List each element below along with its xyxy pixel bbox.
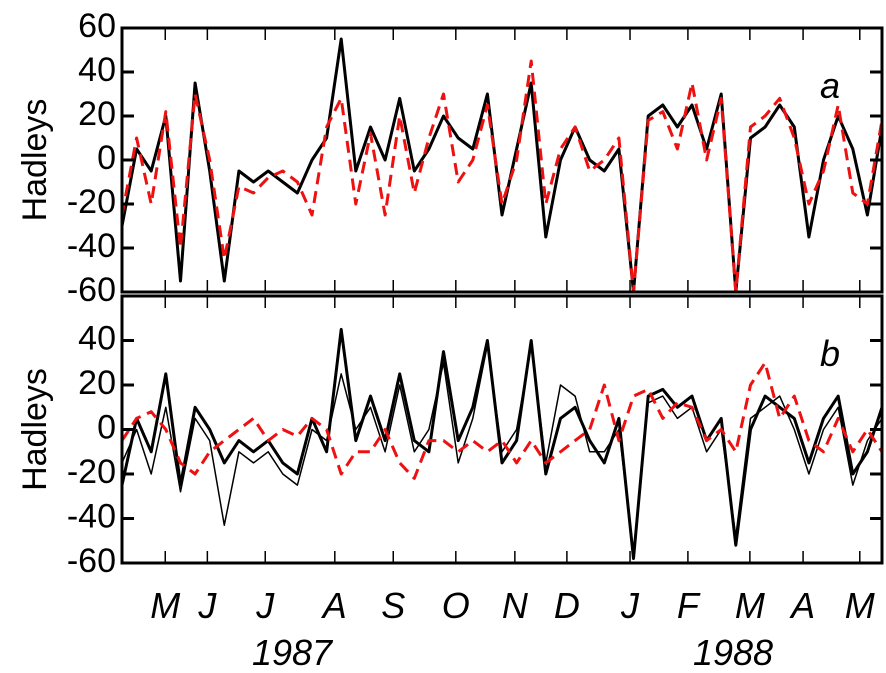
year-label: 1988 <box>693 632 773 673</box>
x-tick-label: M <box>735 585 765 626</box>
data-line <box>122 344 882 553</box>
y-tick-label: 20 <box>78 95 116 133</box>
panel-label: b <box>820 333 840 374</box>
x-tick-label: F <box>677 585 701 626</box>
x-tick-label: J <box>197 585 217 626</box>
y-tick-label: 40 <box>78 319 116 357</box>
y-tick-label: 0 <box>97 139 116 177</box>
y-tick-label: -60 <box>67 542 116 580</box>
plot-frame <box>120 294 884 565</box>
x-tick-label: A <box>789 585 815 626</box>
plot-frame <box>120 26 884 294</box>
y-tick-label: -40 <box>67 497 116 535</box>
x-tick-label: J <box>620 585 640 626</box>
x-tick-label: O <box>442 585 470 626</box>
y-tick-label: 20 <box>78 364 116 402</box>
y-tick-label: -40 <box>67 227 116 265</box>
x-tick-label: N <box>502 585 529 626</box>
y-tick-label: 60 <box>78 7 116 45</box>
x-tick-label: A <box>321 585 347 626</box>
data-line <box>122 361 882 480</box>
y-axis-label: Hadleys <box>16 99 54 222</box>
y-tick-label: -60 <box>67 271 116 309</box>
year-label: 1987 <box>252 632 334 673</box>
panel-label: a <box>820 65 840 106</box>
y-axis-label: Hadleys <box>16 368 54 491</box>
x-tick-label: J <box>255 585 275 626</box>
x-tick-label: M <box>150 585 180 626</box>
x-tick-label: M <box>845 585 875 626</box>
y-tick-label: 40 <box>78 51 116 89</box>
y-tick-label: -20 <box>67 183 116 221</box>
y-tick-label: -20 <box>67 453 116 491</box>
data-line <box>122 327 882 560</box>
y-tick-label: 0 <box>97 408 116 446</box>
data-line <box>122 37 882 292</box>
x-tick-label: D <box>554 585 580 626</box>
data-line <box>122 59 882 292</box>
x-tick-label: S <box>381 585 405 626</box>
